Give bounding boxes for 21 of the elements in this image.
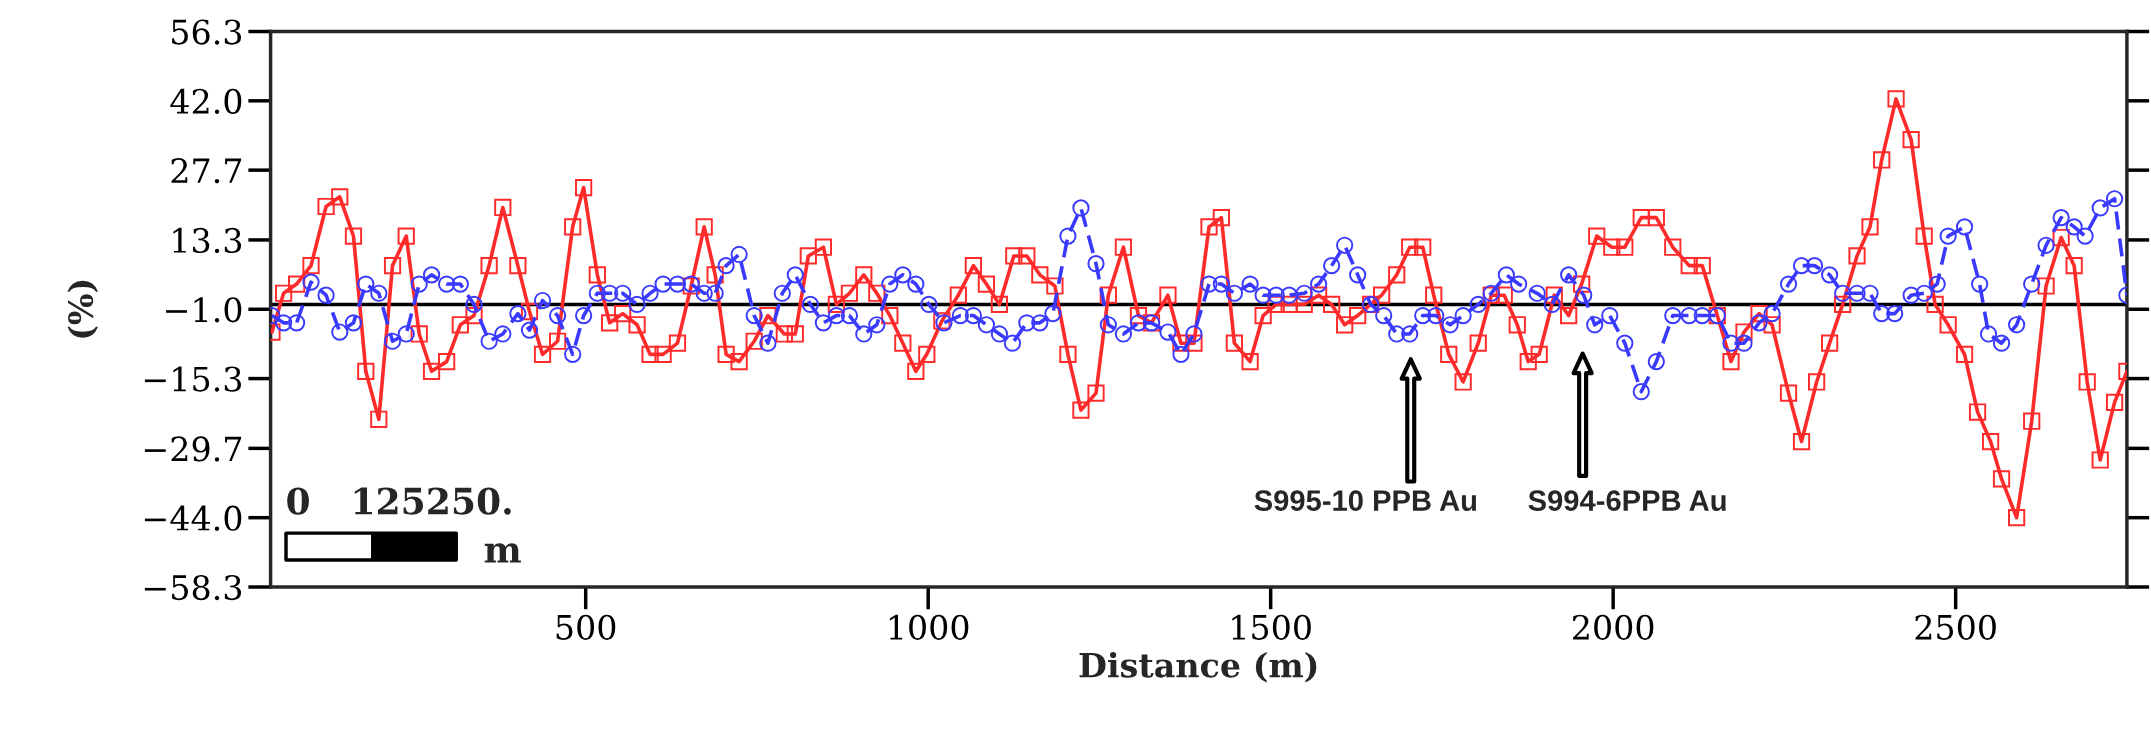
y-tick-label: 56.3 [172,19,242,45]
y-tick-label: −29.7 [144,436,242,462]
y-tick-label: 42.0 [170,88,242,114]
x-tick-label: 500 [556,614,616,640]
annotation: S995-10 PPB Au [1254,490,1477,511]
x-tick-label: 1500 [1232,614,1311,640]
y-tick-label: −58.3 [144,574,242,601]
y-tick-label: −1.0 [166,297,242,323]
annotation: S994-6PPB Au [1528,490,1726,511]
y-axis-title: (%) [67,280,98,338]
x-axis-title: Distance (m) [1079,651,1317,683]
y-tick-label: −15.3 [144,366,242,392]
x-tick-label: 1000 [889,614,969,640]
y-tick-label: −44.0 [144,505,242,531]
x-tick-label: 2500 [1915,614,1996,640]
annotation: m [484,543,521,563]
annotation: 125250. [354,487,511,515]
x-tick-label: 2000 [1573,614,1654,640]
annotation: 0 [287,487,309,515]
y-tick-label: 27.7 [171,158,242,184]
y-tick-label: 13.3 [173,227,242,254]
